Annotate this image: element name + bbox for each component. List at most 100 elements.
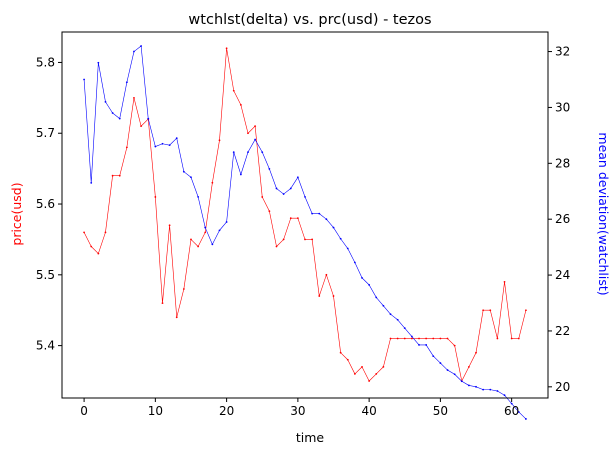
y-right-tick-label: 20 (555, 380, 570, 394)
x-tick-label: 60 (504, 404, 519, 418)
price-data-point (325, 273, 328, 276)
price-data-point (311, 238, 314, 241)
price-data-point (268, 210, 271, 213)
watchlist-data-point (403, 327, 406, 330)
price-data-point (175, 316, 178, 319)
price-data-point (254, 125, 257, 128)
watchlist-data-point (90, 181, 93, 184)
price-data-point (361, 365, 363, 368)
price-data-point (389, 337, 392, 340)
watchlist-data-point (247, 151, 249, 154)
watchlist-data-point (154, 145, 157, 148)
price-data-point (289, 217, 292, 220)
price-data-point (182, 288, 185, 290)
price-data-point (446, 337, 449, 340)
price-data-point (346, 358, 349, 361)
price-data-point (204, 231, 207, 234)
x-tick-label: 40 (361, 404, 376, 418)
price-data-point (396, 337, 399, 340)
price-data-point (282, 238, 285, 241)
y-left-axis-label: price(usd) (9, 182, 24, 245)
watchlist-data-point (268, 168, 271, 170)
plot-area: 0 10 20 30 40 50 60 5.4 5.5 5.6 5.7 5.8 20 22 24 26 28 30… (36, 31, 570, 420)
watchlist-data-point (311, 212, 314, 215)
price-data-point (403, 337, 406, 340)
watchlist-data-point (261, 151, 264, 154)
price-data-point (247, 132, 249, 135)
price-data-point (218, 139, 221, 142)
price-data-point (368, 380, 371, 382)
watchlist-data-point (296, 176, 299, 179)
price-data-point (161, 302, 164, 305)
x-tick-label: 0 (80, 404, 88, 418)
price-data-point (133, 96, 135, 99)
watchlist-data-point (282, 193, 285, 195)
price-data-point (225, 47, 228, 50)
watchlist-data-point (346, 247, 349, 250)
price-data-point (211, 181, 214, 184)
watchlist-data-point (460, 380, 463, 383)
watchlist-data-point (83, 78, 85, 81)
watchlist-data-point (118, 117, 121, 120)
watchlist-data-point (446, 369, 449, 371)
x-axis-label: time (296, 430, 325, 445)
price-data-point (197, 245, 200, 248)
y-right-tick-label: 26 (555, 212, 570, 226)
x-tick-label: 30 (290, 404, 305, 418)
watchlist-data-point (211, 243, 214, 246)
watchlist-data-point (182, 170, 185, 173)
price-data-point (83, 231, 85, 234)
watchlist-series-line (83, 45, 527, 420)
watchlist-data-point (482, 388, 485, 391)
price-data-point (125, 146, 128, 149)
watchlist-data-point (97, 61, 100, 64)
y-right-tick-label: 30 (555, 100, 570, 114)
watchlist-data-point (133, 50, 135, 53)
price-data-point (190, 238, 192, 241)
price-data-point (232, 89, 235, 92)
watchlist-data-point (318, 212, 321, 215)
price-data-point (496, 337, 499, 340)
price-data-point (118, 174, 121, 177)
watchlist-data-point (161, 142, 164, 145)
price-data-point (111, 174, 114, 177)
watchlist-data-point (325, 218, 328, 221)
price-data-point (90, 245, 93, 248)
watchlist-data-point (525, 418, 527, 420)
chart-title: wtchlst(delta) vs. prc(usd) - tezos (188, 12, 431, 28)
watchlist-data-point (197, 195, 200, 198)
watchlist-data-point (304, 195, 306, 198)
price-data-point (418, 337, 420, 340)
price-data-point (425, 337, 428, 340)
price-data-point (275, 245, 278, 248)
watchlist-data-point (389, 313, 392, 316)
watchlist-data-point (503, 394, 506, 397)
watchlist-data-point (339, 237, 342, 240)
watchlist-data-point (396, 318, 399, 321)
y-right-tick-label: 24 (555, 268, 570, 282)
price-data-point (517, 337, 520, 340)
watchlist-data-point (204, 226, 207, 229)
price-data-point (468, 365, 470, 368)
watchlist-data-point (468, 384, 470, 387)
watchlist-data-point (510, 402, 513, 405)
watchlist-data-point (225, 221, 228, 223)
price-data-point (104, 231, 107, 234)
y-right-tick-label: 32 (555, 45, 570, 59)
price-data-point (154, 196, 157, 198)
price-data-point (168, 224, 171, 227)
y-left-tick-label: 5.5 (36, 268, 55, 282)
plot-frame (61, 31, 549, 399)
price-data-point (375, 373, 378, 375)
x-tick-label: 20 (219, 404, 234, 418)
watchlist-data-point (489, 388, 492, 391)
watchlist-data-point (275, 187, 278, 190)
watchlist-data-point (218, 229, 221, 232)
price-data-point (353, 373, 356, 375)
price-data-point (482, 309, 485, 312)
watchlist-data-point (375, 296, 378, 299)
watchlist-data-point (368, 283, 371, 286)
y-left-tick-label: 5.4 (36, 339, 55, 353)
y-left-tick-label: 5.6 (36, 197, 55, 211)
